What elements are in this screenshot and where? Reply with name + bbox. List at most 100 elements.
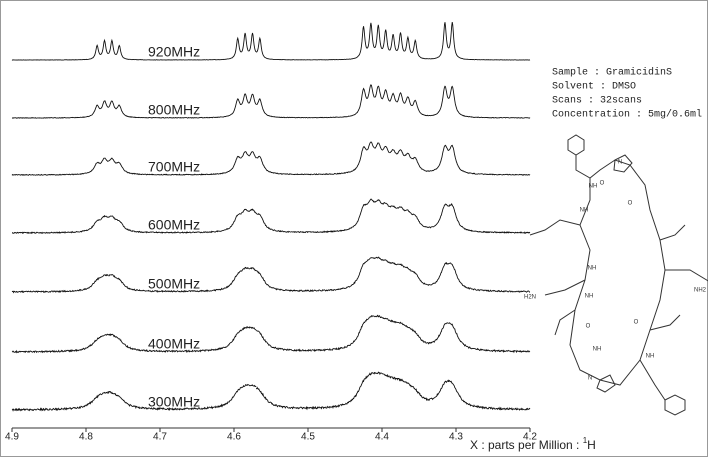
- atom-label: NH: [580, 208, 589, 214]
- spectrum-segment: [311, 26, 368, 61]
- spectrum-segment: [389, 92, 397, 103]
- spectrum-segment: [248, 93, 257, 105]
- phenyl: [567, 134, 585, 156]
- side-chain: [665, 269, 708, 282]
- spectrum-segment: [241, 383, 249, 389]
- spectrum-segment: [178, 270, 242, 293]
- sample-info-line: Scans : 32scans: [552, 96, 642, 107]
- side-chain: [544, 279, 586, 296]
- spectrum-segment: [100, 391, 109, 396]
- spectrum-segment: [248, 208, 257, 214]
- series-label: 800MHz: [148, 102, 200, 118]
- series-label: 600MHz: [148, 217, 200, 233]
- x-tick-label: 4.6: [227, 432, 241, 443]
- spectrum-segment: [256, 329, 312, 353]
- atom-label: N: [588, 376, 592, 382]
- spectrum-segment: [374, 85, 383, 100]
- spectrum-segment: [448, 21, 531, 61]
- spectrum-segment: [178, 213, 242, 234]
- side-chain: [554, 309, 576, 336]
- x-axis-label-sup: 1: [583, 436, 588, 445]
- atom-label: O: [600, 181, 605, 187]
- spectrum-segment: [100, 157, 109, 164]
- atom-label: H2N: [524, 295, 536, 301]
- spectrum-segment: [389, 33, 398, 52]
- spectrum-segment: [115, 161, 179, 176]
- spectrum-segment: [448, 322, 531, 354]
- spectrum-segment: [366, 84, 375, 99]
- spectrum-segment: [381, 202, 390, 208]
- spectrum-segment: [241, 93, 250, 105]
- x-tick-label: 4.5: [301, 432, 315, 443]
- spectrum-segment: [430, 379, 450, 401]
- spectrum-segment: [11, 104, 101, 119]
- spectrum-segment: [108, 157, 117, 164]
- spectrum-segment: [255, 212, 313, 234]
- spectrum-segment: [396, 321, 405, 326]
- spectrum-segment: [381, 317, 390, 322]
- atom-label: O: [586, 324, 591, 330]
- spectrum-segment: [11, 161, 102, 176]
- spectrum-segment: [107, 215, 116, 221]
- sample-info-line: Sample : GramicidinS: [552, 67, 672, 79]
- spectrum-segment: [404, 266, 412, 272]
- spectrum-segment: [366, 198, 375, 205]
- spectrum-segment: [241, 151, 250, 158]
- x-tick-label: 4.4: [375, 432, 389, 443]
- spectrum-segment: [115, 336, 179, 353]
- spectrum-segment: [381, 373, 390, 378]
- spectrum-segment: [366, 22, 375, 49]
- atom-label: O: [628, 201, 633, 207]
- spectrum-segment: [100, 214, 109, 220]
- spectrum-segment: [389, 148, 398, 155]
- spectrum-segment: [396, 377, 405, 383]
- spectrum-segment: [311, 87, 368, 119]
- spectrum-segment: [411, 385, 431, 402]
- spectrum-segment: [411, 99, 431, 117]
- spectrum-segment: [248, 326, 257, 331]
- atom-label: NH: [646, 354, 655, 360]
- spectrum-segment: [115, 218, 179, 234]
- spectrum-segment: [448, 85, 531, 119]
- spectrum-segment: [396, 91, 405, 104]
- x-tick-label: 4.3: [449, 432, 463, 443]
- spectrum-segment: [429, 22, 449, 60]
- phenyl: [664, 394, 686, 416]
- spectrum-segment: [404, 35, 412, 53]
- spectrum-segment: [311, 318, 368, 352]
- spectrum-segment: [404, 96, 412, 106]
- spectrum-segment: [100, 273, 109, 278]
- spectrum-segment: [178, 36, 242, 61]
- spectrum-segment: [404, 152, 412, 159]
- spectrum-segment: [256, 98, 312, 119]
- spectrum-segment: [374, 371, 383, 376]
- x-axis-label-element: H: [587, 438, 596, 452]
- spectrum-segment: [11, 335, 102, 354]
- spectrum-segment: [115, 44, 179, 61]
- spectrum-segment: [256, 36, 312, 61]
- spectrum-segment: [396, 206, 405, 211]
- spectrum-segment: [381, 88, 390, 102]
- spectrum-segment: [248, 266, 257, 272]
- spectrum-segment: [374, 142, 383, 151]
- spectrum-segment: [429, 144, 449, 172]
- spectrum-segment: [108, 38, 116, 55]
- proline: [613, 154, 633, 173]
- x-tick-label: 4.7: [153, 432, 167, 443]
- spectrum-segment: [241, 208, 250, 214]
- spectrum-segment: [100, 100, 109, 109]
- spectrum-segment: [311, 260, 368, 292]
- spectrum-segment: [411, 213, 431, 229]
- side-chain: [639, 359, 666, 401]
- spectrum-segment: [429, 261, 449, 286]
- atom-label: O: [634, 320, 639, 326]
- spectrum-segment: [241, 266, 250, 272]
- sample-info-line: Solvent : DMSO: [552, 81, 636, 93]
- spectrum-segment: [448, 379, 531, 411]
- spectrum-segment: [255, 386, 313, 411]
- spectrum-segment: [411, 38, 431, 60]
- spectrum-segment: [429, 203, 449, 229]
- spectrum-segment: [374, 198, 383, 205]
